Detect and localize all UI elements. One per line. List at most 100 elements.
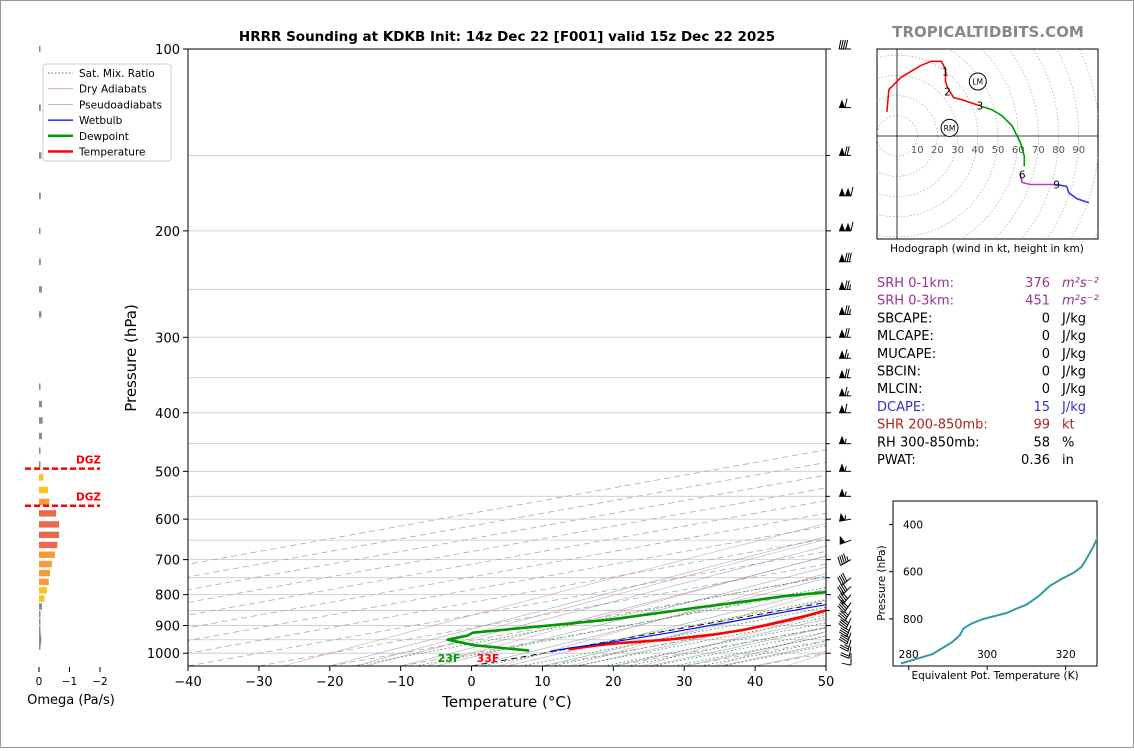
dgz-label: DGZ <box>76 455 101 467</box>
stat-unit: J/kg <box>1061 400 1086 415</box>
wind-barb-flag <box>839 636 848 643</box>
theta-e-xlabel: Equivalent Pot. Temperature (K) <box>911 670 1078 682</box>
wind-barb-half <box>844 515 846 521</box>
wind-barb-staff <box>847 639 852 652</box>
wind-barb-half <box>844 466 847 472</box>
wind-barb-flag <box>840 610 848 618</box>
wind-barb-flag <box>840 574 846 583</box>
wind-barb-flag <box>840 592 847 601</box>
wind-barb-half <box>844 611 849 616</box>
wind-barb-flag <box>844 349 848 359</box>
stat-value: 0 <box>1042 382 1050 397</box>
wind-barb-staff <box>846 632 852 645</box>
omega-bar <box>39 474 44 481</box>
omega-tick-label: 0 <box>36 676 43 688</box>
omega-bar <box>39 560 52 568</box>
omega-bar <box>39 258 41 265</box>
omega-bar <box>39 632 41 640</box>
wind-barb-half <box>844 491 847 497</box>
wind-barb-flag <box>842 572 848 582</box>
hodograph-ring-label: 50 <box>992 145 1005 156</box>
x-tick-label: 50 <box>818 675 835 690</box>
wind-barb-flag <box>846 328 850 338</box>
storm-motion-circle <box>940 118 959 137</box>
hodograph: 10 20 30 40 50 60 70 80 90 1 2 3 6 9 LM RM <box>876 48 1099 240</box>
wind-barb-flag <box>840 644 849 650</box>
omega-xlabel: Omega (Pa/s) <box>27 693 115 708</box>
omega-bar <box>39 643 41 650</box>
stat-key: SRH 0-3km: <box>877 294 954 309</box>
stat-value: 376 <box>1025 276 1050 291</box>
y-tick-label: 800 <box>155 589 180 604</box>
wind-barb-pennant <box>839 463 845 472</box>
stat-value: 0.36 <box>1021 453 1050 468</box>
stat-key: SRH 0-1km: <box>877 276 954 291</box>
wind-barb-pennant <box>839 535 846 545</box>
legend-label: Pseudoadiabats <box>79 99 162 111</box>
stat-unit: J/kg <box>1061 382 1086 397</box>
stat-unit: J/kg <box>1061 311 1086 326</box>
hodograph-ring-label: 70 <box>1032 145 1045 156</box>
stat-value: 15 <box>1033 400 1050 415</box>
wind-barb <box>839 463 851 472</box>
theta-e-line <box>900 536 1097 665</box>
wind-barb-flag <box>841 554 845 564</box>
wind-barb-flag <box>846 146 850 156</box>
theta-e-ytick-label: 600 <box>903 567 923 579</box>
hodograph-trace <box>979 104 1026 167</box>
wind-barb-pennant <box>839 147 845 156</box>
wind-barb-half <box>844 627 850 632</box>
stat-value: 451 <box>1025 294 1050 309</box>
wind-barb <box>837 572 852 586</box>
x-tick-label: 30 <box>676 675 693 690</box>
dry-adiabat <box>283 523 826 666</box>
pseudoadiabat <box>329 536 826 666</box>
theta-e-xtick-label: 280 <box>899 649 919 661</box>
y-tick-label: 200 <box>155 225 180 240</box>
stat-unit: % <box>1062 435 1074 450</box>
omega-bar <box>39 461 41 468</box>
stat-key: DCAPE: <box>877 400 925 415</box>
wind-barb-flag <box>838 638 848 645</box>
wind-barb-pennant <box>845 222 851 231</box>
wind-barb-flag <box>840 654 850 659</box>
wind-barb-flag <box>837 586 843 596</box>
legend-label: Wetbulb <box>79 115 123 127</box>
wind-barb-flag <box>846 280 850 290</box>
wind-barb-pennant <box>839 306 845 315</box>
omega-bar <box>39 625 41 633</box>
omega-bar <box>39 618 41 625</box>
wind-barb-flag <box>839 646 849 652</box>
hodograph-trace <box>1056 183 1090 204</box>
surface-temperature-label: 33F <box>477 652 500 665</box>
omega-bar <box>39 636 42 643</box>
y-tick-label: 400 <box>155 407 180 422</box>
x-axis-label: Temperature (°C) <box>441 693 571 711</box>
wind-barb-flag <box>841 662 852 666</box>
omega-tick-label: −2 <box>92 676 107 688</box>
hodograph-trace <box>886 60 949 112</box>
omega-bar <box>39 104 41 111</box>
wind-barb-pennant <box>839 435 845 444</box>
pseudoadiabat <box>506 589 826 666</box>
hodograph-frame <box>876 48 1099 240</box>
skewt-frame <box>187 48 827 667</box>
hodograph-ring-label: 20 <box>931 145 944 156</box>
wind-barb-flag <box>841 591 848 600</box>
wind-barb <box>839 328 851 338</box>
legend-label: Sat. Mix. Ratio <box>79 68 155 80</box>
hodograph-height-marker: 3 <box>976 101 983 113</box>
wind-barb-flag <box>838 594 846 603</box>
isotherm--70 <box>188 512 826 629</box>
wind-barb-flag <box>844 98 848 108</box>
stat-key: SBCIN: <box>877 365 921 380</box>
wind-barb <box>839 280 852 290</box>
wind-barb-pennant <box>839 329 845 338</box>
x-tick-label: −40 <box>174 675 201 690</box>
theta-e-xtick-label: 300 <box>977 649 997 661</box>
stat-unit: J/kg <box>1061 329 1086 344</box>
stat-value: 0 <box>1042 365 1050 380</box>
omega-bar <box>39 227 41 235</box>
legend: Sat. Mix. Ratio Dry Adiabats Pseudoadiabat… <box>42 63 172 162</box>
wind-barb-pennant <box>839 387 845 396</box>
